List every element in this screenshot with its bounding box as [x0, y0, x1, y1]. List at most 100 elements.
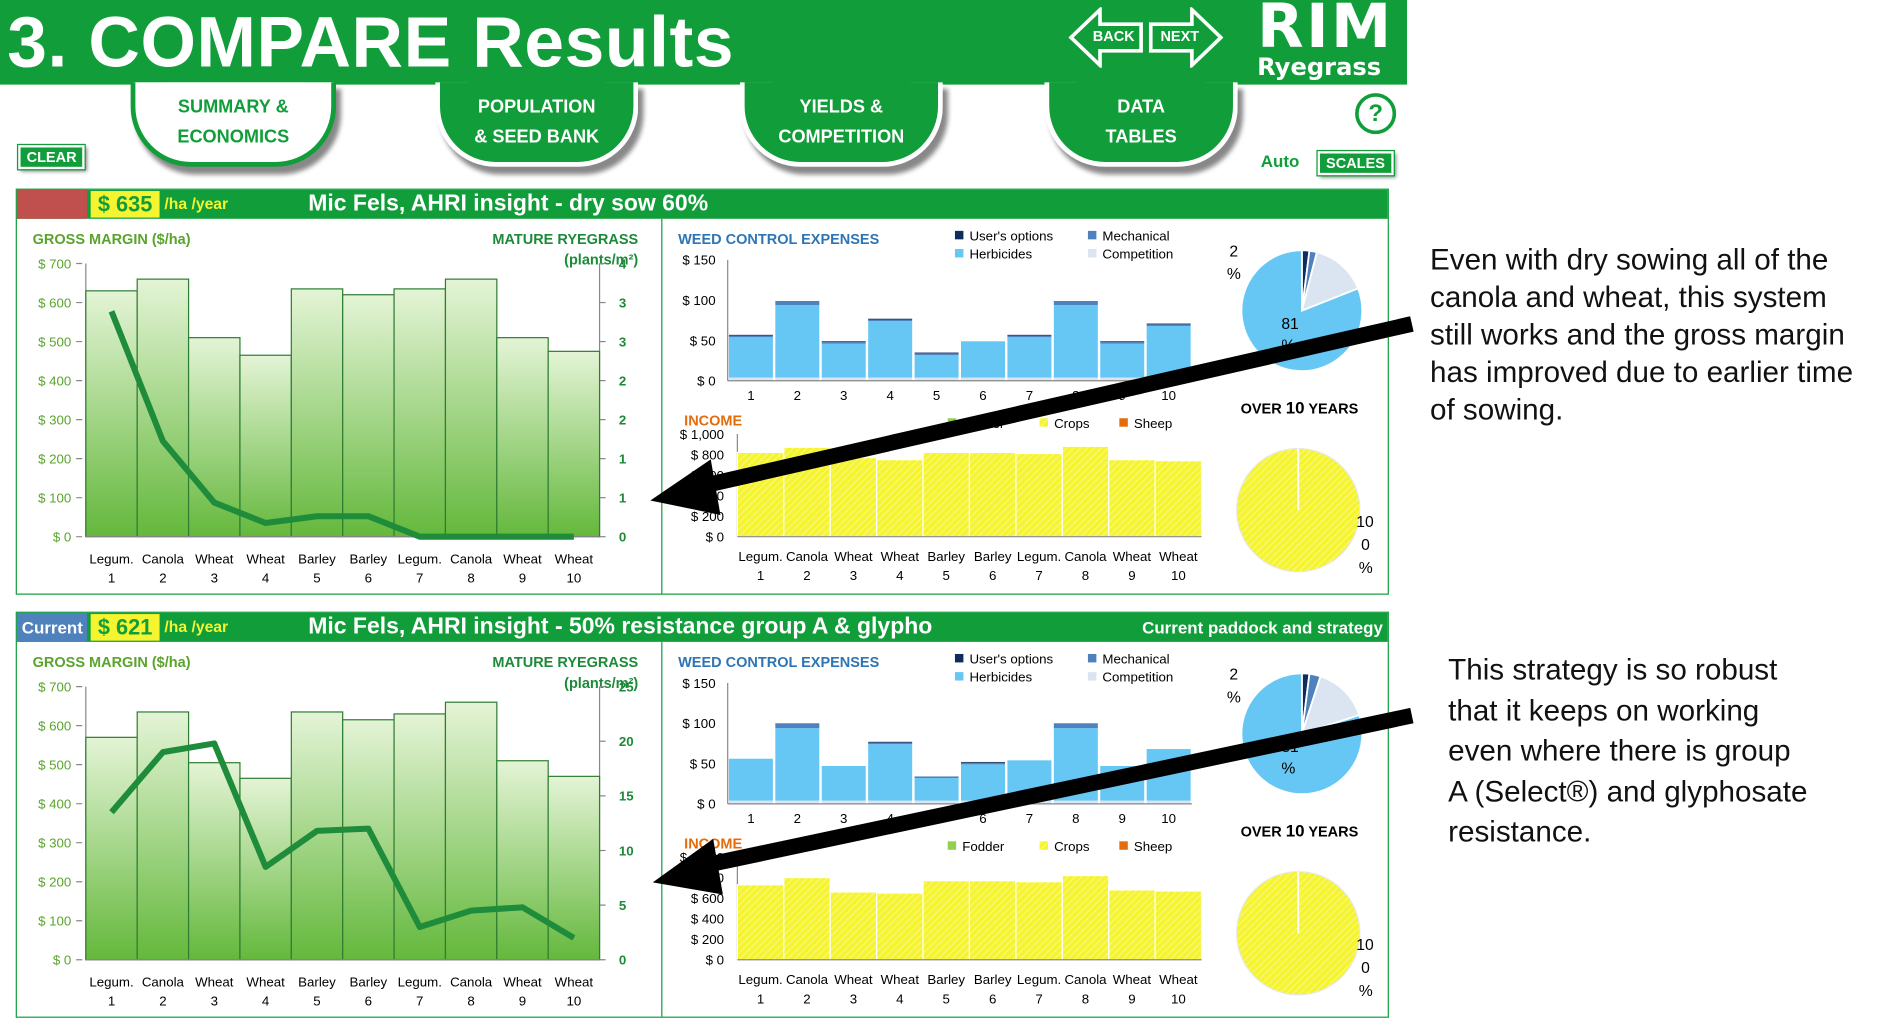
weed-bar-herbicides	[1053, 305, 1098, 378]
gm-x-label-num: 3	[211, 994, 218, 1009]
weed-bar-herbicides	[960, 764, 1005, 801]
next-arrow-icon	[1148, 5, 1224, 70]
tab-label-line1: DATA	[1117, 96, 1165, 118]
gm-x-label: Barley	[298, 551, 336, 566]
weed-legend-label: Mechanical	[1102, 652, 1169, 667]
gm-x-label-num: 9	[519, 994, 526, 1009]
weed-x-label: 7	[1026, 811, 1033, 826]
weed-pie-label: 2	[1229, 666, 1238, 683]
weed-x-label: 2	[794, 388, 801, 403]
income-legend-label: Crops	[1054, 839, 1090, 854]
tab-population-seed-bank[interactable]: POPULATION & SEED BANK	[435, 82, 639, 167]
scenario-name[interactable]: Mic Fels, AHRI insight - 50% resistance …	[308, 614, 933, 640]
weed-pie-slice	[1240, 672, 1364, 796]
weed-legend-swatch	[1087, 230, 1097, 240]
weed-bar-competition	[868, 800, 913, 804]
annotation-line: canola and wheat, this system	[1430, 281, 1827, 315]
scenario-name[interactable]: Mic Fels, AHRI insight - dry sow 60%	[308, 190, 709, 217]
income-bar-crops	[876, 892, 924, 961]
panel-divider	[661, 641, 663, 1017]
weed-x-label: 6	[979, 388, 986, 403]
weed-bar-herbicides	[728, 758, 773, 801]
ryegrass-y-tick: 10	[619, 843, 634, 858]
gm-bar	[239, 354, 292, 538]
tab-summary-economics[interactable]: SUMMARY & ECONOMICS	[130, 82, 337, 167]
ryegrass-y-tick: 3	[619, 295, 626, 310]
gm-y-tick: $ 100	[38, 914, 71, 929]
gm-x-label-num: 2	[159, 571, 166, 586]
tab-yields-competition[interactable]: YIELDS & COMPETITION	[739, 82, 943, 167]
gross-margin-value: $ 635	[90, 190, 160, 218]
gm-bar	[547, 350, 601, 538]
gm-x-label-num: 1	[108, 994, 115, 1009]
ryegrass-axis-title: MATURE RYEGRASS	[492, 232, 638, 248]
weed-y-tick: $ 50	[690, 333, 716, 348]
gm-x-label-num: 8	[467, 571, 474, 586]
weed-pie-label: %	[1227, 266, 1241, 283]
income-bar-crops	[1061, 874, 1110, 961]
weed-x-label: 9	[1119, 811, 1126, 826]
clear-button[interactable]: CLEAR	[16, 143, 87, 171]
weed-bar-mechanical	[1100, 342, 1145, 344]
weed-bar-competition	[1100, 800, 1145, 804]
income-x-label-num: 1	[757, 568, 764, 583]
weed-bar-competition	[821, 377, 866, 381]
income-x-label: Canola	[786, 549, 829, 564]
income-x-label: Canola	[1064, 972, 1107, 987]
gm-bar	[342, 719, 395, 961]
weed-legend-swatch	[954, 653, 964, 663]
weed-chart-title: WEED CONTROL EXPENSES	[678, 232, 879, 248]
weed-bar-mechanical	[1007, 335, 1052, 338]
gm-x-label: Canola	[142, 974, 185, 989]
ryegrass-line	[109, 740, 576, 941]
gm-x-label: Legum.	[398, 551, 442, 566]
page-title: 3. COMPARE Results	[7, 2, 735, 83]
income-bar-crops	[1061, 445, 1110, 538]
gm-x-label: Wheat	[555, 974, 594, 989]
ryegrass-y-tick: 5	[619, 898, 627, 913]
gm-x-label: Canola	[450, 551, 493, 566]
over-years-label: OVER 10 YEARS	[1241, 398, 1359, 417]
weed-bar-competition	[775, 800, 820, 804]
gm-y-tick: $ 200	[38, 875, 71, 890]
income-legend-swatch	[1039, 841, 1049, 850]
panel-divider	[661, 218, 663, 594]
weed-legend-label: User's options	[969, 229, 1053, 244]
weed-legend-swatch	[954, 249, 964, 258]
weed-bar-user	[1146, 323, 1191, 325]
income-x-label-num: 5	[943, 568, 950, 583]
weed-bar-herbicides	[775, 728, 820, 801]
income-x-label: Legum.	[1017, 972, 1061, 987]
ryegrass-axis-title: MATURE RYEGRASS	[492, 655, 638, 671]
arrow-head-1	[650, 459, 721, 515]
weed-x-label: 5	[933, 388, 940, 403]
tab-data-tables[interactable]: DATA TABLES	[1044, 82, 1238, 167]
income-x-label: Canola	[1064, 549, 1107, 564]
gm-y-tick: $ 500	[38, 334, 71, 349]
weed-x-label: 8	[1072, 811, 1079, 826]
income-x-label: Wheat	[881, 972, 920, 987]
gm-x-label: Canola	[450, 974, 493, 989]
gm-x-label: Canola	[142, 551, 185, 566]
gm-x-label: Barley	[350, 551, 388, 566]
weed-pie-label: 2	[1229, 243, 1238, 260]
income-x-label-num: 3	[850, 991, 857, 1006]
weed-bar-herbicides	[821, 765, 866, 801]
gm-x-label-num: 4	[262, 571, 269, 586]
gm-x-label-num: 8	[467, 994, 474, 1009]
gm-x-label: Wheat	[555, 551, 594, 566]
gm-y-tick: $ 500	[38, 757, 71, 772]
gm-x-label-num: 1	[108, 571, 115, 586]
back-button[interactable]: BACK	[1068, 5, 1144, 70]
weed-bar-competition	[1100, 377, 1145, 381]
gm-x-label: Barley	[350, 974, 388, 989]
gm-x-label-num: 6	[365, 994, 372, 1009]
next-button[interactable]: NEXT	[1148, 5, 1224, 70]
scales-button[interactable]: SCALES	[1316, 149, 1395, 177]
weed-chart-title: WEED CONTROL EXPENSES	[678, 655, 879, 671]
income-bar-crops	[922, 880, 971, 961]
help-icon[interactable]: ?	[1355, 93, 1397, 135]
income-x-label: Barley	[927, 972, 965, 987]
ryegrass-axis-unit: (plants/m²)	[564, 676, 638, 692]
weed-x-label: 1	[747, 388, 754, 403]
